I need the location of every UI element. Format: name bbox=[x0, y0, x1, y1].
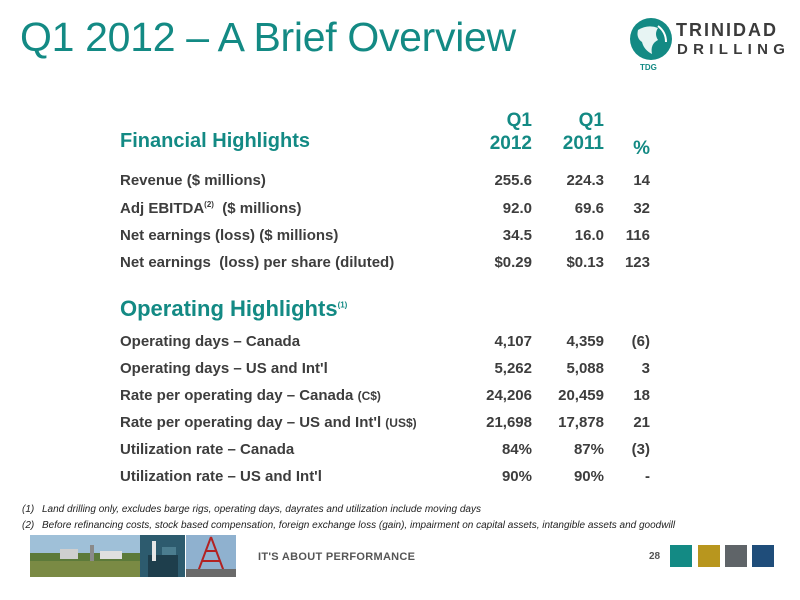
row-label: Operating days – Canada bbox=[120, 333, 301, 350]
value-q1-2012: 84% bbox=[501, 441, 532, 458]
footnote-number: (1) bbox=[22, 504, 35, 515]
footnote-text: Before refinancing costs, stock based co… bbox=[42, 520, 676, 531]
row-label: Net earnings (loss) ($ millions) bbox=[120, 227, 339, 244]
value-q1-2012: 255.6 bbox=[494, 172, 532, 189]
row-label: Utilization rate – Canada bbox=[120, 441, 295, 458]
value-q1-2012: 5,262 bbox=[494, 360, 532, 377]
value-q1-2012: 90% bbox=[501, 468, 532, 485]
row-label: Adj EBITDA(2) ($ millions) bbox=[120, 200, 301, 217]
row-label-currency: (C$) bbox=[357, 389, 381, 403]
rig-photo bbox=[140, 535, 185, 577]
value-percent: 18 bbox=[633, 387, 650, 404]
column-header-q1-2011-line1: Q1 bbox=[578, 110, 604, 131]
value-q1-2011: 87% bbox=[573, 441, 604, 458]
value-q1-2012: 24,206 bbox=[486, 387, 532, 404]
table-row: Operating days – Canada 4,107 4,359 (6) bbox=[120, 333, 650, 357]
column-header-q1-2011: Q1 2011 bbox=[542, 109, 604, 155]
value-q1-2011: 20,459 bbox=[558, 387, 604, 404]
value-q1-2012: 92.0 bbox=[502, 200, 532, 217]
row-label: Rate per operating day – Canada (C$) bbox=[120, 387, 381, 404]
drilling-site-photo bbox=[30, 535, 140, 577]
table-row: Net earnings (loss) per share (diluted) … bbox=[120, 254, 650, 278]
row-label-main: Rate per operating day – Canada bbox=[120, 387, 354, 404]
table-row: Rate per operating day – US and Int'l (U… bbox=[120, 414, 650, 438]
value-q1-2012: 34.5 bbox=[502, 227, 532, 244]
footer-color-square bbox=[725, 545, 747, 567]
value-percent: 116 bbox=[625, 227, 650, 244]
table-row: Utilization rate – US and Int'l 90% 90% … bbox=[120, 468, 650, 492]
value-percent: 32 bbox=[633, 200, 650, 217]
value-q1-2011: 224.3 bbox=[566, 172, 604, 189]
column-header-q1-2012: Q1 2012 bbox=[470, 109, 532, 155]
logo-wordmark-line2: DRILLING bbox=[677, 41, 791, 58]
table-row: Adj EBITDA(2) ($ millions) 92.0 69.6 32 bbox=[120, 200, 650, 224]
value-percent: 123 bbox=[624, 254, 650, 271]
logo-wordmark-line1: TRINIDAD bbox=[676, 20, 778, 40]
row-label: Net earnings (loss) per share (diluted) bbox=[120, 254, 395, 271]
row-label: Rate per operating day – US and Int'l (U… bbox=[120, 414, 417, 431]
value-percent: - bbox=[645, 468, 650, 485]
row-label-currency: (US$) bbox=[385, 416, 417, 430]
value-percent: (6) bbox=[631, 333, 650, 350]
footer-color-square bbox=[670, 545, 692, 567]
page-number: 28 bbox=[649, 551, 661, 562]
value-percent: 21 bbox=[633, 414, 650, 431]
operating-highlights-heading: Operating Highlights(1) bbox=[120, 296, 347, 322]
footnote-2: (2) Before refinancing costs, stock based… bbox=[22, 520, 675, 531]
value-percent: 3 bbox=[641, 360, 650, 377]
row-label-units: ($ millions) bbox=[213, 200, 302, 217]
column-header-q1-2012-line1: Q1 bbox=[506, 110, 532, 131]
value-q1-2011: $0.13 bbox=[566, 254, 604, 271]
footnote-ref: (2) bbox=[204, 200, 214, 209]
value-q1-2011: 16.0 bbox=[574, 227, 604, 244]
table-row: Utilization rate – Canada 84% 87% (3) bbox=[120, 441, 650, 465]
value-q1-2011: 90% bbox=[573, 468, 604, 485]
derrick-photo bbox=[186, 535, 236, 577]
row-label: Utilization rate – US and Int'l bbox=[120, 468, 322, 485]
footnote-text: Land drilling only, excludes barge rigs,… bbox=[42, 504, 481, 515]
row-label-main: Adj EBITDA bbox=[120, 200, 205, 217]
row-label: Operating days – US and Int'l bbox=[120, 360, 328, 377]
globe-icon bbox=[630, 18, 672, 60]
value-q1-2011: 5,088 bbox=[566, 360, 604, 377]
column-header-percent: % bbox=[633, 138, 650, 159]
slide-title: Q1 2012 – A Brief Overview bbox=[20, 14, 516, 60]
value-q1-2011: 69.6 bbox=[574, 200, 604, 217]
financial-highlights-heading: Financial Highlights bbox=[120, 130, 311, 152]
footnote-number: (2) bbox=[22, 520, 35, 531]
value-q1-2012: $0.29 bbox=[494, 254, 532, 271]
column-header-q1-2011-line2: 2011 bbox=[562, 133, 604, 154]
value-percent: (3) bbox=[631, 441, 650, 458]
row-label: Revenue ($ millions) bbox=[120, 172, 266, 189]
value-q1-2012: 4,107 bbox=[494, 333, 532, 350]
table-row: Revenue ($ millions) 255.6 224.3 14 bbox=[120, 172, 650, 196]
logo-badge: TDG bbox=[640, 63, 657, 72]
table-row: Operating days – US and Int'l 5,262 5,08… bbox=[120, 360, 650, 384]
table-row: Net earnings (loss) ($ millions) 34.5 16… bbox=[120, 227, 650, 251]
footnote-ref: (1) bbox=[337, 300, 348, 310]
value-percent: 14 bbox=[633, 172, 650, 189]
table-row: Rate per operating day – Canada (C$) 24,… bbox=[120, 387, 650, 411]
footer-color-square bbox=[698, 545, 720, 567]
column-header-q1-2012-line2: 2012 bbox=[489, 133, 532, 154]
footer-tagline: IT'S ABOUT PERFORMANCE bbox=[258, 551, 416, 563]
footer-color-square bbox=[752, 545, 774, 567]
footnote-1: (1) Land drilling only, excludes barge ri… bbox=[22, 504, 481, 515]
row-label-main: Rate per operating day – US and Int'l bbox=[120, 414, 382, 431]
company-logo: TRINIDAD DRILLING TDG bbox=[628, 16, 790, 76]
value-q1-2011: 4,359 bbox=[566, 333, 604, 350]
value-q1-2012: 21,698 bbox=[486, 414, 532, 431]
operating-highlights-heading-text: Operating Highlights bbox=[120, 296, 338, 321]
value-q1-2011: 17,878 bbox=[558, 414, 604, 431]
